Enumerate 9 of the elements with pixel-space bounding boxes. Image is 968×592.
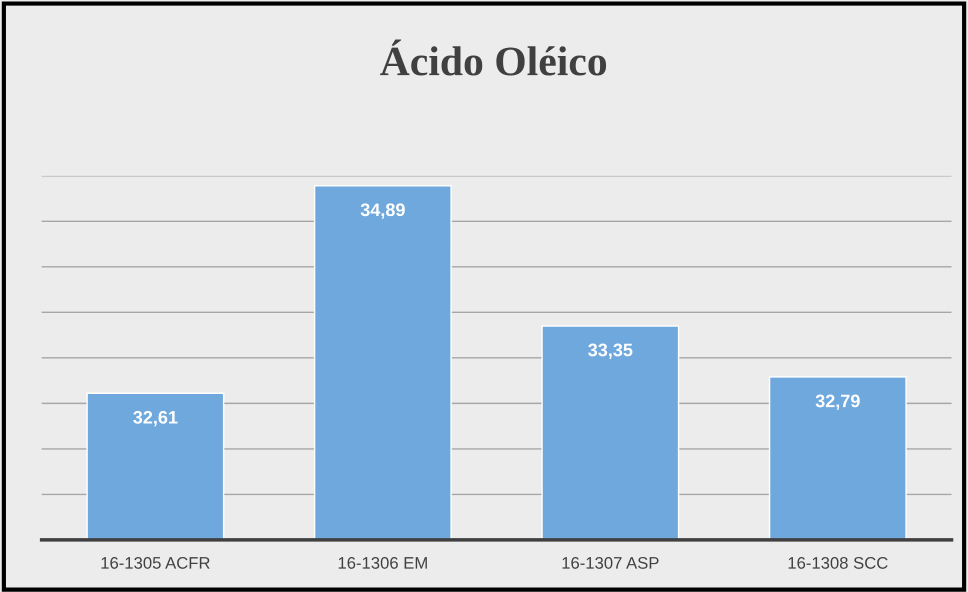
x-tick-label: 16-1308 SCC <box>788 557 888 569</box>
x-tick-label: 16-1305 ACFR <box>102 557 210 569</box>
x-tick-label: 16-1306 EM <box>338 557 427 569</box>
data-label: 32,61 <box>133 410 178 426</box>
chart-title: Ácido Oléico <box>380 40 606 76</box>
x-tick-label: 16-1307 ASP <box>562 557 659 569</box>
data-label: 32,79 <box>816 394 860 410</box>
data-label: 33,35 <box>588 344 632 359</box>
data-label: 34,89 <box>360 203 405 219</box>
